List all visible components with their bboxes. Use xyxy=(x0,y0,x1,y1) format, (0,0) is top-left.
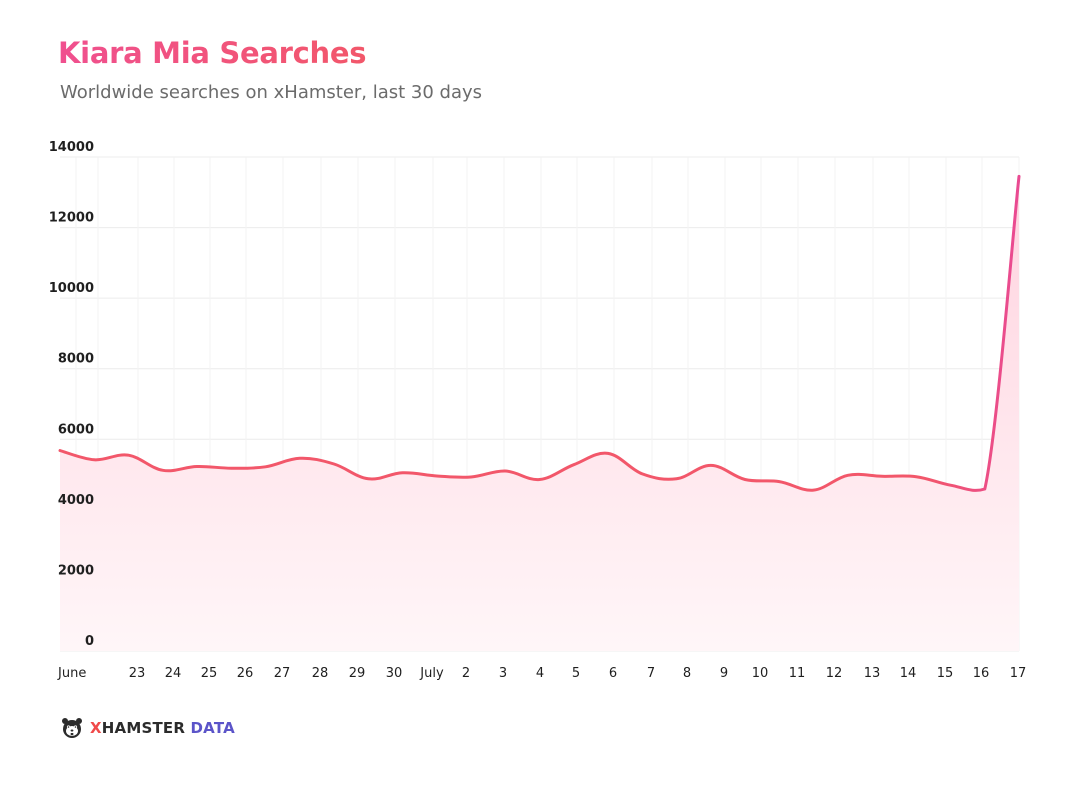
x-tick-label: 27 xyxy=(274,666,291,681)
x-tick-label: 4 xyxy=(536,666,544,681)
chart-title: Kiara Mia Searches xyxy=(58,36,367,70)
x-tick-label: 25 xyxy=(201,666,218,681)
x-tick-label: 14 xyxy=(900,666,917,681)
y-tick-label: 8000 xyxy=(58,352,94,367)
series-area-fill xyxy=(60,176,1019,651)
x-tick-label: 11 xyxy=(789,666,806,681)
series-area xyxy=(60,176,1019,651)
x-tick-label: 29 xyxy=(349,666,366,681)
brand-data: DATA xyxy=(190,719,235,737)
x-tick-label: 16 xyxy=(973,666,990,681)
brand-x: X xyxy=(90,719,102,737)
x-tick-label: 26 xyxy=(237,666,254,681)
brand-hamster: HAMSTER xyxy=(101,719,186,737)
x-tick-label: 2 xyxy=(462,666,470,681)
x-tick-label: 10 xyxy=(752,666,769,681)
x-tick-label: 13 xyxy=(864,666,881,681)
x-tick-label: 9 xyxy=(720,666,728,681)
x-tick-label: 15 xyxy=(937,666,954,681)
series-line xyxy=(58,174,1021,492)
y-tick-label: 4000 xyxy=(58,493,94,508)
hamster-logo-icon xyxy=(62,718,82,738)
x-tick-label: 24 xyxy=(165,666,182,681)
y-tick-label: 10000 xyxy=(49,281,94,296)
x-tick-label: July xyxy=(419,666,444,681)
x-tick-label: June xyxy=(57,666,86,681)
x-tick-label: 23 xyxy=(129,666,146,681)
x-tick-label: 28 xyxy=(312,666,329,681)
chart-subtitle: Worldwide searches on xHamster, last 30 … xyxy=(60,82,483,103)
x-tick-label: 12 xyxy=(826,666,843,681)
x-tick-label: 30 xyxy=(386,666,403,681)
x-axis-ticks: June 23 24 25 26 27 28 29 30 July 2 3 4 5 6 7 8 9 10 11 12 13… xyxy=(57,666,1026,681)
y-tick-label: 0 xyxy=(85,634,94,649)
y-tick-label: 14000 xyxy=(49,140,94,155)
x-tick-label: 7 xyxy=(647,666,655,681)
x-tick-label: 8 xyxy=(683,666,691,681)
x-tick-label: 3 xyxy=(499,666,507,681)
y-axis-ticks: 0 2000 4000 6000 8000 10000 12000 14000 xyxy=(49,140,94,649)
x-tick-label: 6 xyxy=(609,666,617,681)
brand-logo: XHAMSTER DATA xyxy=(60,716,235,740)
x-tick-label: 5 xyxy=(572,666,580,681)
y-tick-label: 6000 xyxy=(58,422,94,437)
x-tick-label: 17 xyxy=(1010,666,1027,681)
y-tick-label: 12000 xyxy=(49,211,94,226)
y-tick-label: 2000 xyxy=(58,563,94,578)
series-line-path xyxy=(58,174,1021,492)
